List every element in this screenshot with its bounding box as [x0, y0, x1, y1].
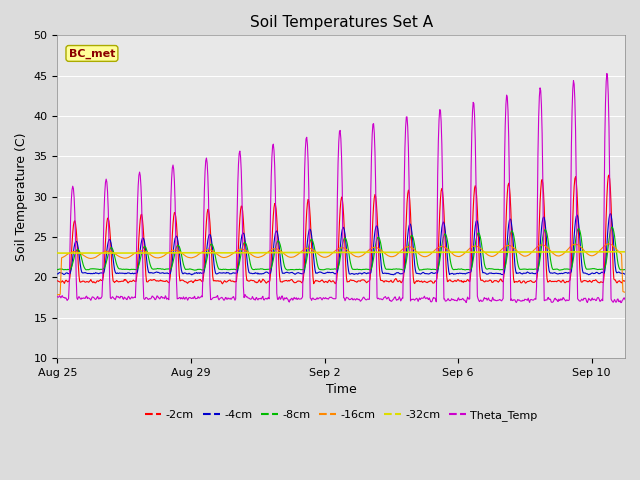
Title: Soil Temperatures Set A: Soil Temperatures Set A [250, 15, 433, 30]
Legend: -2cm, -4cm, -8cm, -16cm, -32cm, Theta_Temp: -2cm, -4cm, -8cm, -16cm, -32cm, Theta_Te… [140, 406, 542, 425]
Y-axis label: Soil Temperature (C): Soil Temperature (C) [15, 132, 28, 261]
X-axis label: Time: Time [326, 383, 356, 396]
Text: BC_met: BC_met [68, 48, 115, 59]
